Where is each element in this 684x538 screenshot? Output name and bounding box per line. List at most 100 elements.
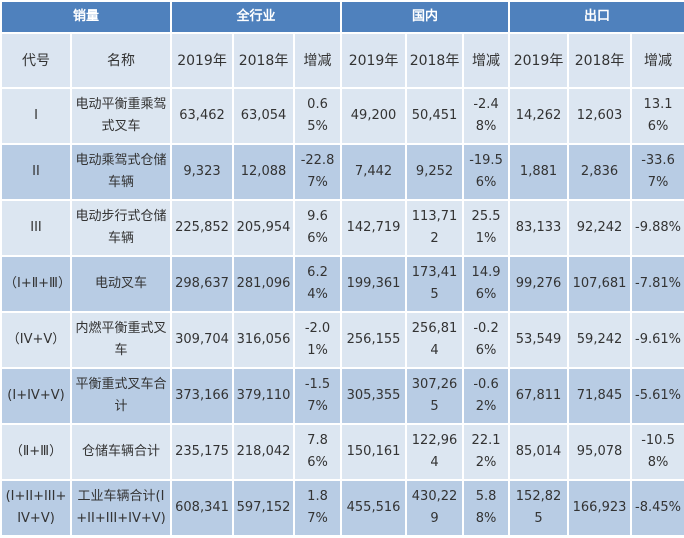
cell: 152,825 bbox=[508, 479, 570, 537]
cell: 1.87% bbox=[293, 479, 343, 537]
cell: 218,042 bbox=[232, 423, 296, 481]
cell: 12,603 bbox=[567, 87, 633, 145]
group-header: 全行业 bbox=[170, 0, 343, 34]
cell: 122,964 bbox=[405, 423, 465, 481]
cell: 166,923 bbox=[567, 479, 633, 537]
cell: 256,155 bbox=[340, 311, 408, 369]
cell: 92,242 bbox=[567, 199, 633, 257]
cell: 309,704 bbox=[170, 311, 235, 369]
group-header: 销量 bbox=[0, 0, 173, 34]
column-header: 名称 bbox=[69, 32, 173, 89]
cell: -8.45% bbox=[630, 479, 684, 537]
data-row: （Ⅰ+Ⅱ+Ⅲ） 电动叉车 298,637 281,096 6.24% 199,361 173… bbox=[0, 255, 684, 313]
cell: III bbox=[0, 199, 72, 257]
cell: -9.61% bbox=[630, 311, 684, 369]
cell: 597,152 bbox=[232, 479, 296, 537]
cell: 电动乘驾式仓储车辆 bbox=[69, 143, 173, 201]
cell: -10.58% bbox=[630, 423, 684, 481]
cell: 13.16% bbox=[630, 87, 684, 145]
cell: 107,681 bbox=[567, 255, 633, 313]
cell: -0.62% bbox=[462, 367, 511, 425]
column-header: 2019年 bbox=[508, 32, 570, 89]
cell: 205,954 bbox=[232, 199, 296, 257]
cell: 455,516 bbox=[340, 479, 408, 537]
cell: 373,166 bbox=[170, 367, 235, 425]
cell: 电动平衡重乘驾式叉车 bbox=[69, 87, 173, 145]
cell: 142,719 bbox=[340, 199, 408, 257]
cell: 199,361 bbox=[340, 255, 408, 313]
data-row: III 电动步行式仓储车辆 225,852 205,954 9.66% 142,719 11… bbox=[0, 199, 684, 257]
cell: 内燃平衡重式叉车 bbox=[69, 311, 173, 369]
cell: 5.88% bbox=[462, 479, 511, 537]
column-header-row: 代号 名称 2019年 2018年 增减 2019年 2018年 增减 2019年 2018年 增减 bbox=[0, 32, 684, 89]
cell: 307,265 bbox=[405, 367, 465, 425]
column-header: 代号 bbox=[0, 32, 72, 89]
cell: 281,096 bbox=[232, 255, 296, 313]
cell: 电动步行式仓储车辆 bbox=[69, 199, 173, 257]
cell: 298,637 bbox=[170, 255, 235, 313]
cell: -0.26% bbox=[462, 311, 511, 369]
cell: 608,341 bbox=[170, 479, 235, 537]
cell: 14.96% bbox=[462, 255, 511, 313]
column-header: 2018年 bbox=[567, 32, 633, 89]
cell: -2.01% bbox=[293, 311, 343, 369]
cell: 99,276 bbox=[508, 255, 570, 313]
cell: 83,133 bbox=[508, 199, 570, 257]
cell: 12,088 bbox=[232, 143, 296, 201]
column-header: 2018年 bbox=[232, 32, 296, 89]
data-row: (I+IV+V) 平衡重式叉车合计 373,166 379,110 -1.57% 305,… bbox=[0, 367, 684, 425]
cell: 59,242 bbox=[567, 311, 633, 369]
cell: 25.51% bbox=[462, 199, 511, 257]
cell: 63,462 bbox=[170, 87, 235, 145]
cell: 305,355 bbox=[340, 367, 408, 425]
cell: 仓储车辆合计 bbox=[69, 423, 173, 481]
cell: 235,175 bbox=[170, 423, 235, 481]
cell: 256,814 bbox=[405, 311, 465, 369]
cell: 316,056 bbox=[232, 311, 296, 369]
cell: -9.88% bbox=[630, 199, 684, 257]
cell: 电动叉车 bbox=[69, 255, 173, 313]
cell: 430,229 bbox=[405, 479, 465, 537]
cell: 7,442 bbox=[340, 143, 408, 201]
column-header: 2018年 bbox=[405, 32, 465, 89]
cell: 50,451 bbox=[405, 87, 465, 145]
cell: 9,252 bbox=[405, 143, 465, 201]
data-row: （Ⅱ+Ⅲ） 仓储车辆合计 235,175 218,042 7.86% 150,161 122… bbox=[0, 423, 684, 481]
cell: 14,262 bbox=[508, 87, 570, 145]
cell: （Ⅱ+Ⅲ） bbox=[0, 423, 72, 481]
cell: 9,323 bbox=[170, 143, 235, 201]
cell: 63,054 bbox=[232, 87, 296, 145]
group-header-row: 销量 全行业 国内 出口 bbox=[0, 0, 684, 34]
cell: 53,549 bbox=[508, 311, 570, 369]
cell: -7.81% bbox=[630, 255, 684, 313]
cell: （IV+V） bbox=[0, 311, 72, 369]
cell: 工业车辆合计(I+II+III+IV+V) bbox=[69, 479, 173, 537]
cell: -22.87% bbox=[293, 143, 343, 201]
column-header: 增减 bbox=[630, 32, 684, 89]
cell: 1,881 bbox=[508, 143, 570, 201]
data-row: (I+II+III+IV+V) 工业车辆合计(I+II+III+IV+V) 608,… bbox=[0, 479, 684, 537]
cell: 113,712 bbox=[405, 199, 465, 257]
group-header: 出口 bbox=[508, 0, 684, 34]
cell: 2,836 bbox=[567, 143, 633, 201]
cell: I bbox=[0, 87, 72, 145]
column-header: 增减 bbox=[462, 32, 511, 89]
cell: 379,110 bbox=[232, 367, 296, 425]
cell: 0.65% bbox=[293, 87, 343, 145]
cell: (I+II+III+IV+V) bbox=[0, 479, 72, 537]
cell: 7.86% bbox=[293, 423, 343, 481]
cell: -19.56% bbox=[462, 143, 511, 201]
cell: 150,161 bbox=[340, 423, 408, 481]
cell: 95,078 bbox=[567, 423, 633, 481]
cell: （Ⅰ+Ⅱ+Ⅲ） bbox=[0, 255, 72, 313]
cell: 67,811 bbox=[508, 367, 570, 425]
cell: -33.67% bbox=[630, 143, 684, 201]
group-header: 国内 bbox=[340, 0, 511, 34]
cell: 71,845 bbox=[567, 367, 633, 425]
cell: (I+IV+V) bbox=[0, 367, 72, 425]
cell: -5.61% bbox=[630, 367, 684, 425]
column-header: 2019年 bbox=[170, 32, 235, 89]
cell: 22.12% bbox=[462, 423, 511, 481]
cell: 平衡重式叉车合计 bbox=[69, 367, 173, 425]
